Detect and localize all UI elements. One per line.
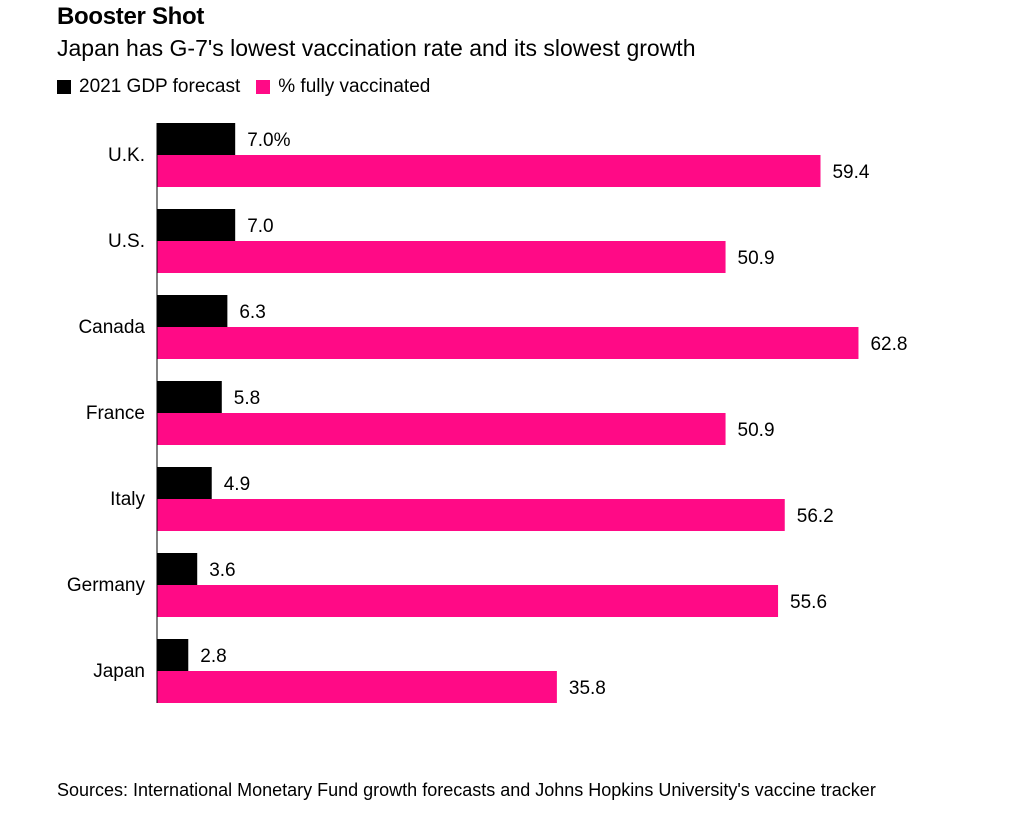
vaccinated-bar-japan bbox=[157, 671, 557, 703]
vaccinated-value-label-japan: 35.8 bbox=[569, 678, 606, 699]
category-label-u-k: U.K. bbox=[108, 145, 145, 166]
chart-subtitle: Japan has G-7's lowest vaccination rate … bbox=[57, 35, 696, 61]
vaccinated-value-label-italy: 56.2 bbox=[797, 506, 834, 527]
vaccinated-bar-u-k bbox=[157, 155, 821, 187]
legend-swatch-gdp bbox=[57, 80, 71, 94]
gdp-value-label-u-s: 7.0 bbox=[247, 216, 273, 237]
legend-swatch-vaccinated bbox=[256, 80, 271, 94]
vaccinated-value-label-france: 50.9 bbox=[738, 420, 775, 441]
gdp-value-label-japan: 2.8 bbox=[200, 646, 226, 667]
gdp-bar-japan bbox=[157, 639, 189, 671]
vaccinated-bar-italy bbox=[157, 499, 785, 531]
vaccinated-bar-france bbox=[157, 413, 726, 445]
category-label-italy: Italy bbox=[110, 489, 145, 510]
category-label-germany: Germany bbox=[67, 575, 146, 596]
gdp-bar-italy bbox=[157, 467, 212, 499]
gdp-bar-france bbox=[157, 381, 222, 413]
legend-label-gdp: 2021 GDP forecast bbox=[79, 76, 241, 97]
vaccinated-bar-germany bbox=[157, 585, 779, 617]
chart-title: Booster Shot bbox=[57, 3, 205, 30]
vaccinated-value-label-u-s: 50.9 bbox=[738, 248, 775, 269]
source-note: Sources: International Monetary Fund gro… bbox=[57, 780, 876, 800]
legend-item-vaccinated: % fully vaccinated bbox=[256, 76, 430, 98]
gdp-value-label-u-k: 7.0% bbox=[247, 130, 290, 151]
gdp-value-label-france: 5.8 bbox=[234, 388, 260, 409]
gdp-value-label-germany: 3.6 bbox=[209, 560, 235, 581]
gdp-bar-germany bbox=[157, 553, 198, 585]
category-label-japan: Japan bbox=[93, 661, 145, 682]
category-label-u-s: U.S. bbox=[108, 231, 145, 252]
vaccinated-value-label-u-k: 59.4 bbox=[832, 162, 869, 183]
legend-item-gdp: 2021 GDP forecast bbox=[57, 76, 240, 98]
gdp-bar-u-k bbox=[157, 123, 236, 155]
gdp-bar-canada bbox=[157, 295, 228, 327]
gdp-bar-u-s bbox=[157, 209, 236, 241]
category-label-france: France bbox=[86, 403, 145, 424]
gdp-value-label-italy: 4.9 bbox=[224, 474, 250, 495]
category-label-canada: Canada bbox=[78, 317, 145, 338]
vaccinated-bar-u-s bbox=[157, 241, 726, 273]
vaccinated-value-label-canada: 62.8 bbox=[870, 334, 907, 355]
legend-label-vaccinated: % fully vaccinated bbox=[278, 76, 431, 97]
vaccinated-value-label-germany: 55.6 bbox=[790, 592, 827, 613]
legend: 2021 GDP forecast % fully vaccinated bbox=[57, 76, 446, 98]
gdp-value-label-canada: 6.3 bbox=[239, 302, 265, 323]
vaccinated-bar-canada bbox=[157, 327, 859, 359]
